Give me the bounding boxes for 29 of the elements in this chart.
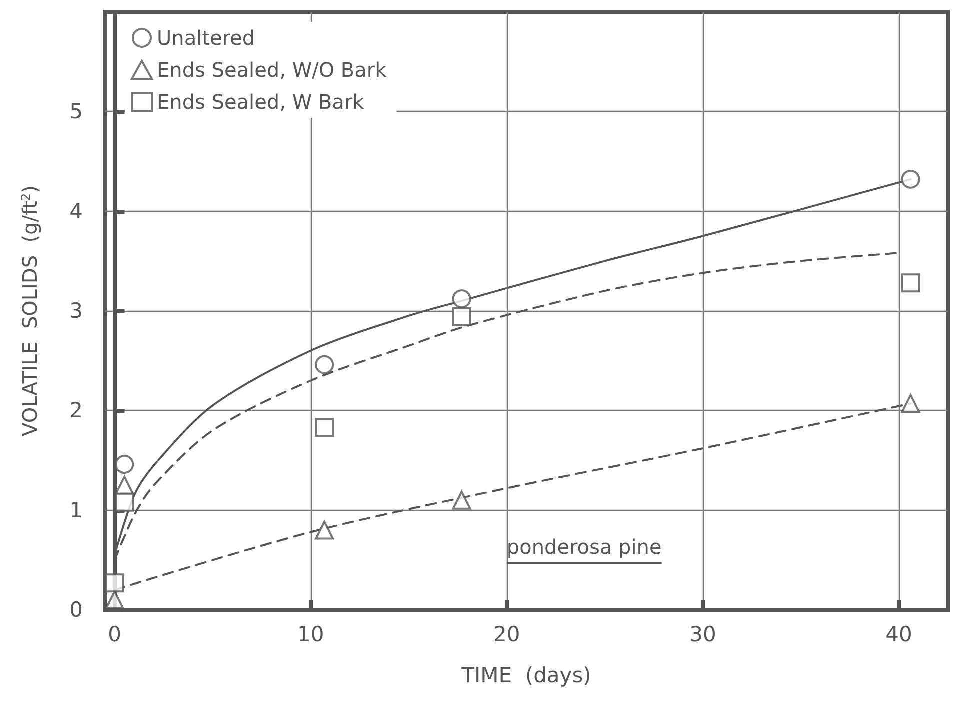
point — [901, 394, 920, 414]
point — [315, 418, 334, 438]
y-axis-title: VOLATILE SOLIDS (g/ft2) — [18, 186, 42, 436]
y-tick-label: 5 — [70, 100, 83, 124]
x-tick-label: 0 — [108, 622, 122, 646]
x-tick-label: 20 — [494, 622, 520, 646]
y-tick-label: 3 — [70, 299, 83, 323]
y-tick-label: 1 — [70, 498, 83, 522]
point — [901, 170, 920, 189]
legend-label: Ends Sealed, W/O Bark — [157, 58, 388, 82]
point — [452, 290, 472, 309]
y-tick-label: 0 — [70, 598, 83, 622]
point — [115, 492, 134, 512]
y-tick-label: 4 — [70, 199, 83, 224]
x-tick-label: 10 — [297, 622, 324, 646]
point — [115, 454, 134, 474]
x-axis-title: TIME (days) — [460, 664, 592, 688]
point — [901, 274, 920, 293]
point — [315, 355, 334, 374]
point — [315, 520, 334, 540]
point — [452, 307, 472, 326]
y-tick-label: 2 — [70, 398, 83, 423]
legend-label: Ends Sealed, W Bark — [157, 90, 365, 114]
x-tick-label: 40 — [886, 622, 912, 646]
point — [105, 590, 124, 610]
point — [105, 574, 124, 593]
point — [452, 490, 472, 510]
x-tick-label: 30 — [690, 622, 716, 646]
legend-label: Unaltered — [157, 26, 256, 50]
